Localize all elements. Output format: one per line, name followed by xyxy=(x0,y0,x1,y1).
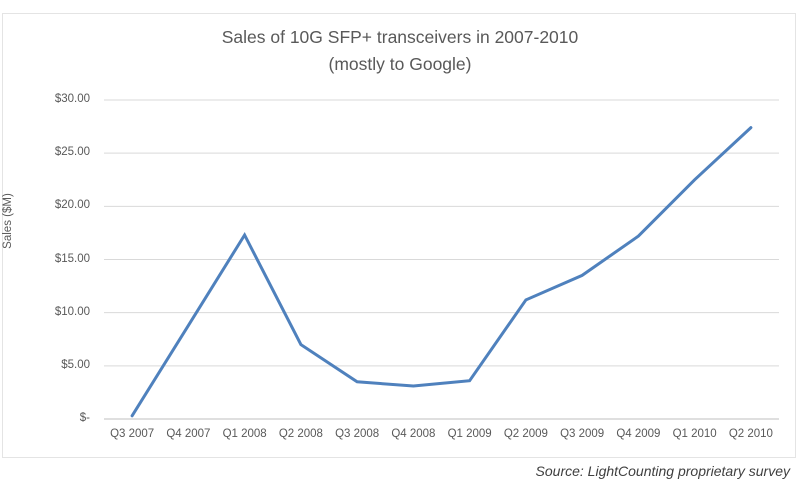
x-tick-label: Q4 2007 xyxy=(166,428,211,440)
x-tick-label: Q4 2008 xyxy=(391,428,436,440)
x-tick-label: Q2 2009 xyxy=(503,428,548,440)
y-tick-label: $5.00 xyxy=(61,358,90,371)
y-tick-label: $30.00 xyxy=(54,93,90,105)
chart-title-line2: (mostly to Google) xyxy=(328,54,472,75)
x-tick-label: Q1 2008 xyxy=(222,428,267,440)
y-tick-label: $- xyxy=(79,412,90,424)
x-tick-label: Q1 2010 xyxy=(672,428,717,440)
y-tick-label: $25.00 xyxy=(54,146,90,159)
y-tick-label: $20.00 xyxy=(54,199,90,212)
x-tick-label: Q2 2010 xyxy=(728,428,773,440)
x-tick-label: Q3 2007 xyxy=(110,428,155,440)
y-tick-label: $10.00 xyxy=(54,305,90,318)
source-note: Source: LightCounting proprietary survey xyxy=(535,463,790,479)
x-tick-label: Q4 2009 xyxy=(616,428,661,440)
chart-title: Sales of 10G SFP+ transceivers in 2007-2… xyxy=(0,24,800,78)
x-tick-label: Q3 2008 xyxy=(335,428,380,440)
x-tick-label: Q1 2009 xyxy=(447,428,492,440)
series-line xyxy=(130,126,753,418)
y-tick-label: $15.00 xyxy=(54,252,90,265)
x-tick-label: Q3 2009 xyxy=(560,428,605,440)
x-tick-label: Q2 2008 xyxy=(278,428,323,440)
chart-title-line1: Sales of 10G SFP+ transceivers in 2007-2… xyxy=(221,27,579,47)
